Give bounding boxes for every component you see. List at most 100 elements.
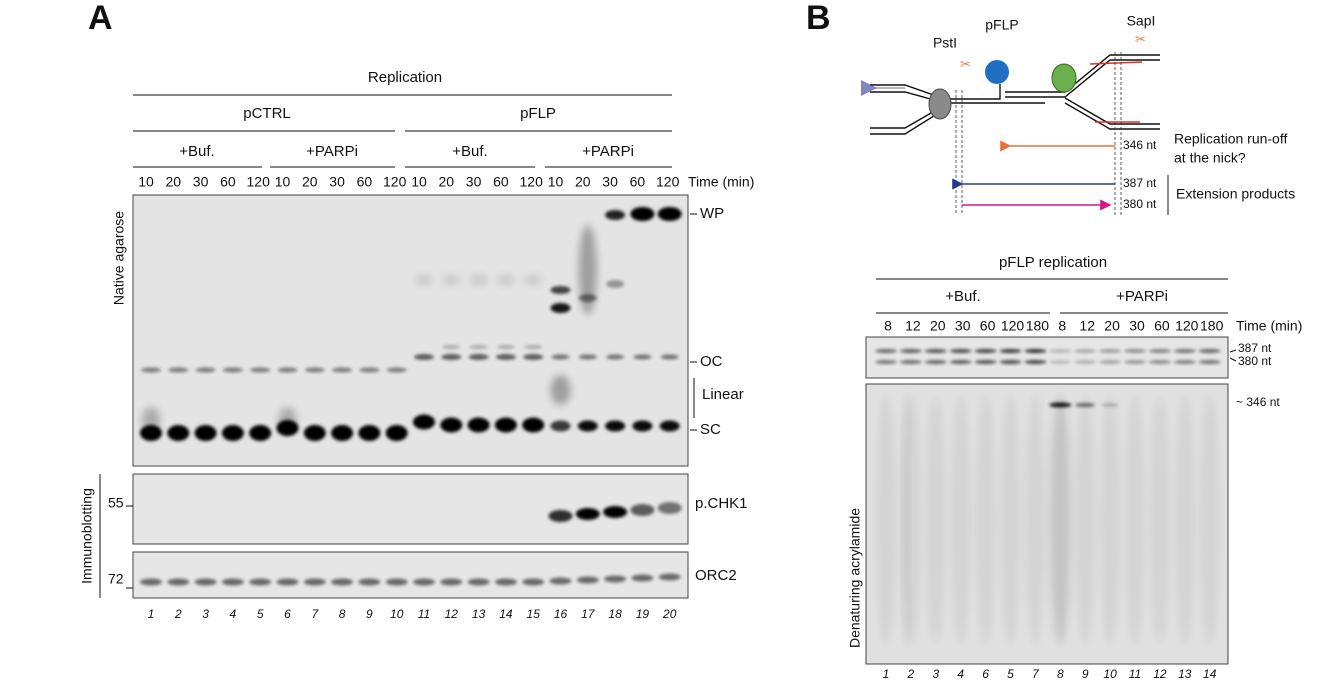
band [414, 354, 434, 360]
band [974, 349, 997, 353]
protein-label: ORC2 [695, 567, 737, 584]
band [524, 345, 543, 349]
lane-number: 11 [418, 607, 430, 621]
band [494, 578, 517, 586]
cut-lines [955, 52, 1122, 215]
band [550, 286, 571, 294]
band [304, 367, 325, 373]
band [606, 354, 625, 360]
lane-number: 20 [662, 607, 677, 621]
band [550, 420, 571, 432]
note: at the nick? [1174, 150, 1246, 166]
treatment-label: +PARPi [306, 143, 358, 160]
replication-fork [870, 54, 1160, 135]
band [1099, 349, 1122, 353]
time-label: 120 [247, 174, 271, 190]
lane-number: 3 [202, 607, 209, 621]
lane-number: 14 [499, 607, 513, 621]
band [469, 275, 488, 285]
band [331, 425, 354, 441]
lane-number: 19 [636, 607, 650, 621]
blot [132, 551, 689, 599]
band-label: ~ 346 nt [1236, 395, 1280, 409]
lane-number: 7 [1032, 667, 1040, 681]
time-label: 120 [656, 174, 680, 190]
time-label: 60 [220, 174, 236, 190]
band [549, 577, 572, 585]
band [140, 578, 162, 586]
lane-number: 12 [445, 607, 459, 621]
band [1050, 395, 1071, 645]
band [949, 360, 972, 364]
band [633, 354, 652, 360]
plasmid-label: pFLP [520, 105, 556, 122]
lane-number: 12 [1153, 667, 1167, 681]
blot-label: Immunoblotting [79, 488, 95, 584]
time-label: 120 [383, 174, 407, 190]
time-label: 30 [955, 318, 971, 334]
lane-number: 3 [932, 667, 939, 681]
band [167, 425, 190, 441]
band [1049, 349, 1072, 353]
band [494, 417, 517, 433]
band [999, 349, 1022, 353]
band [660, 354, 679, 360]
band [630, 504, 655, 516]
band [441, 354, 462, 360]
band [899, 349, 922, 353]
time-label: 60 [1154, 318, 1170, 334]
panel-label: B [806, 0, 831, 37]
band [303, 578, 326, 586]
time-label: 30 [602, 174, 618, 190]
band [194, 425, 217, 441]
band [468, 354, 489, 360]
time-label: 8 [1058, 318, 1066, 334]
band [142, 407, 160, 433]
band [876, 395, 896, 645]
time-label: 20 [439, 174, 455, 190]
size-label: 387 nt [1238, 341, 1272, 355]
band [605, 420, 626, 432]
band-label: SC [700, 421, 721, 438]
time-label: 60 [357, 174, 373, 190]
time-label: 30 [466, 174, 482, 190]
band [1049, 402, 1072, 408]
band [467, 578, 490, 586]
blot [132, 473, 689, 545]
band [578, 225, 597, 315]
band [1049, 360, 1072, 364]
time-label: 60 [980, 318, 996, 334]
band [249, 578, 272, 586]
band [1173, 349, 1196, 353]
time-label: 120 [520, 174, 544, 190]
note: Extension products [1176, 186, 1295, 202]
gel [865, 336, 1229, 379]
band [467, 417, 490, 433]
time-label: 10 [275, 174, 291, 190]
helicase-icon [928, 88, 952, 120]
band [495, 354, 516, 360]
band [658, 573, 681, 581]
band [657, 502, 682, 514]
time-label: 120 [1001, 318, 1025, 334]
band [221, 578, 244, 586]
band [632, 420, 653, 432]
band-label: WP [700, 205, 724, 222]
time-label: 60 [630, 174, 646, 190]
lane-number: 16 [554, 607, 568, 621]
band [358, 578, 381, 586]
band [250, 367, 271, 373]
band [1075, 395, 1096, 645]
band [1148, 360, 1171, 364]
header: Replication [368, 69, 442, 86]
band [413, 414, 435, 430]
band [950, 395, 971, 645]
band [522, 417, 545, 433]
protein-label: p.CHK1 [695, 495, 748, 512]
band [659, 420, 680, 432]
band [975, 395, 996, 645]
band [442, 345, 461, 349]
lane-number: 2 [174, 607, 182, 621]
band [442, 275, 461, 285]
time-label: 180 [1200, 318, 1224, 334]
